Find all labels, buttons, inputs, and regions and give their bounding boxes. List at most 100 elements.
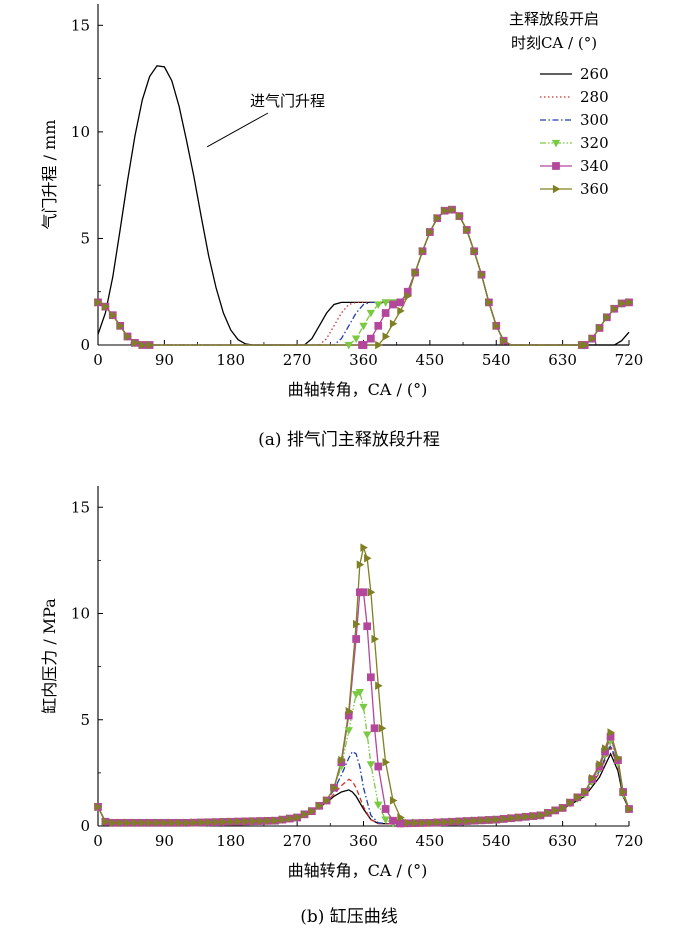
- series-marker-360: [515, 813, 523, 822]
- series-marker-320: [344, 727, 353, 735]
- y-tick-label: 0: [80, 336, 90, 354]
- series-marker-360: [426, 818, 435, 828]
- series-marker-360: [493, 321, 501, 331]
- series-marker-360: [441, 206, 450, 215]
- series-marker-320: [366, 761, 376, 769]
- series-marker-320: [381, 299, 390, 307]
- x-tick-label: 270: [283, 351, 312, 369]
- series-marker-360: [544, 808, 553, 818]
- x-tick-label: 450: [416, 832, 445, 850]
- series-marker-360: [566, 798, 575, 807]
- series-marker-360: [441, 817, 450, 827]
- series-marker-360: [456, 817, 464, 826]
- series-marker-360: [139, 340, 147, 350]
- series-marker-360: [146, 818, 155, 828]
- series-marker-360: [316, 801, 324, 811]
- series-marker-340: [363, 622, 372, 631]
- series-marker-320: [344, 341, 353, 350]
- series-marker-360: [485, 298, 494, 307]
- series-marker-360: [117, 818, 125, 828]
- series-marker-320: [366, 309, 376, 318]
- panel-caption: (a) 排气门主释放段升程: [258, 430, 440, 450]
- x-tick-label: 450: [416, 351, 445, 369]
- series-marker-340: [381, 805, 390, 813]
- series-marker-360: [625, 804, 634, 814]
- series-marker-360: [419, 818, 427, 828]
- series-marker-360: [389, 796, 398, 805]
- series-marker-360: [463, 816, 472, 826]
- chart-panel-a: 0 90 180 270 360 450 540 630 720 0 5 10 15 曲轴转角，CA / …: [40, 4, 643, 450]
- series-marker-360: [589, 773, 597, 783]
- series-marker-360: [190, 818, 199, 827]
- series-marker-360: [596, 760, 604, 769]
- series-marker-360: [471, 247, 479, 256]
- series-marker-360: [139, 818, 147, 828]
- series-marker-360: [375, 340, 383, 350]
- x-tick-label: 630: [548, 351, 577, 369]
- series-marker-360: [249, 817, 258, 826]
- series-marker-320: [351, 335, 361, 344]
- series-marker-360: [389, 319, 398, 328]
- series-marker-360: [448, 205, 457, 214]
- series-marker-360: [463, 225, 472, 235]
- series-line-320: [97, 691, 630, 825]
- series-marker-360: [117, 321, 125, 331]
- legend-label-320: 320: [580, 134, 609, 152]
- series-marker-320: [381, 816, 390, 825]
- series-marker-360: [382, 332, 391, 341]
- series-marker-360: [581, 340, 590, 350]
- y-tick-label: 0: [80, 817, 90, 835]
- series-marker-340: [374, 762, 383, 771]
- y-tick-label: 15: [71, 16, 90, 34]
- series-marker-360: [227, 817, 236, 826]
- series-marker-360: [109, 818, 118, 828]
- x-tick-label: 540: [482, 832, 511, 850]
- series-marker-360: [625, 298, 634, 307]
- x-tick-label: 360: [349, 351, 378, 369]
- x-tick-label: 540: [482, 351, 511, 369]
- series-marker-360: [94, 802, 103, 812]
- legend-label-340: 340: [580, 157, 609, 175]
- series-marker-360: [419, 247, 427, 256]
- series-marker-360: [456, 211, 464, 221]
- x-tick-label: 0: [93, 351, 103, 369]
- series-marker-360: [618, 299, 627, 308]
- series-marker-360: [371, 634, 379, 644]
- series-marker-320: [362, 731, 372, 740]
- series-marker-340: [367, 673, 375, 682]
- series-marker-340: [389, 816, 397, 825]
- series-marker-360: [124, 818, 132, 828]
- series-marker-360: [212, 817, 221, 827]
- series-marker-360: [375, 681, 383, 690]
- series-marker-360: [131, 338, 140, 348]
- series-marker-360: [434, 818, 442, 827]
- legend-marker-360: [552, 184, 561, 194]
- series-marker-360: [364, 554, 372, 563]
- series-marker-360: [412, 268, 420, 277]
- annotation-leader: [206, 112, 269, 148]
- series-marker-360: [478, 270, 486, 279]
- series-marker-340: [396, 298, 405, 307]
- y-tick-label: 5: [80, 229, 90, 247]
- series-marker-360: [471, 816, 479, 825]
- series-marker-360: [367, 588, 376, 597]
- series-marker-360: [507, 814, 516, 823]
- legend-label-260: 260: [580, 65, 609, 83]
- series-marker-340: [352, 635, 360, 643]
- series-marker-360: [131, 818, 140, 828]
- legend-label-360: 360: [580, 180, 609, 198]
- series-marker-340: [374, 321, 383, 330]
- annotation-label: 进气门升程: [250, 92, 325, 110]
- series-marker-360: [94, 298, 103, 307]
- y-tick-label: 10: [71, 123, 90, 141]
- y-axis-label: 气门升程 / mm: [40, 120, 59, 230]
- series-marker-360: [485, 815, 494, 825]
- series-marker-340: [389, 300, 397, 309]
- series-marker-360: [397, 306, 405, 316]
- x-tick-label: 720: [615, 832, 644, 850]
- series-marker-360: [404, 291, 413, 301]
- x-tick-label: 180: [216, 832, 245, 850]
- series-marker-360: [581, 787, 590, 797]
- series-marker-360: [286, 814, 295, 823]
